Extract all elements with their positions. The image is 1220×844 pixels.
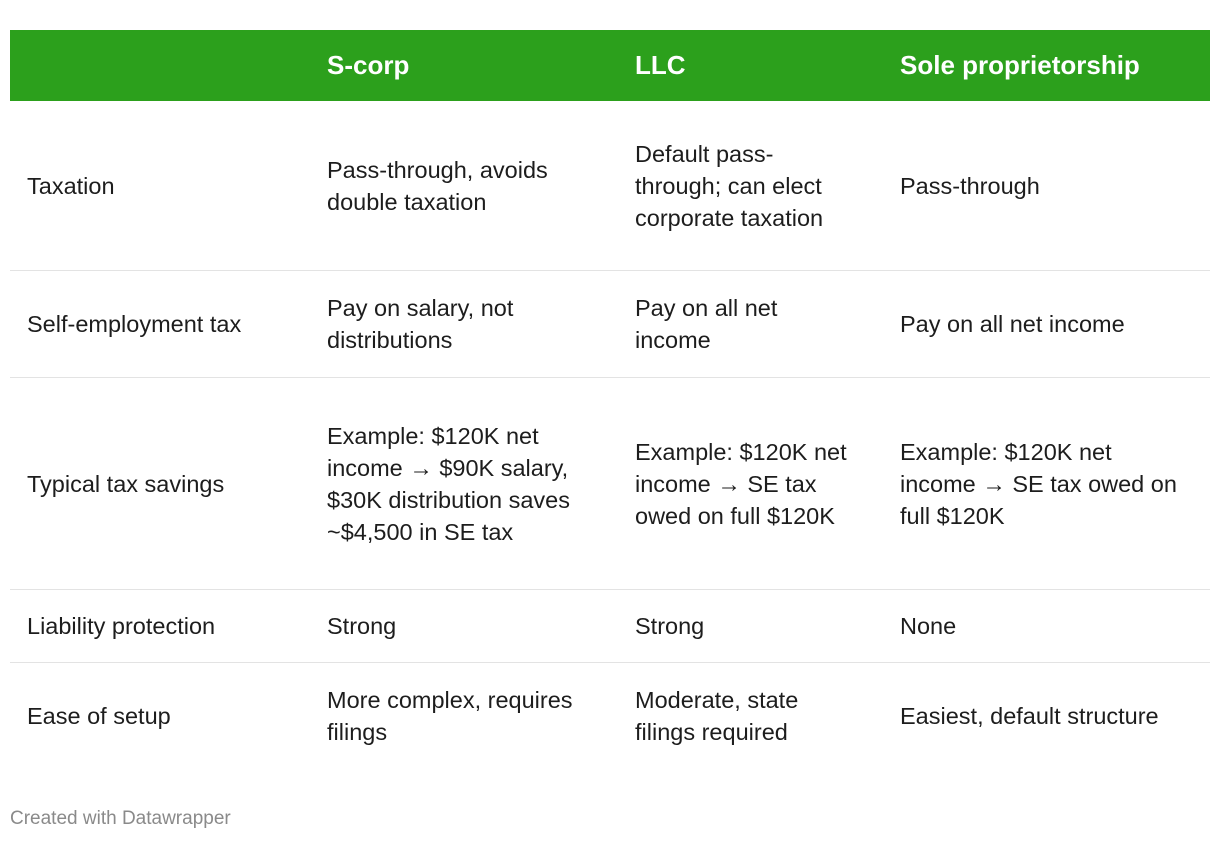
header-row: S-corp LLC Sole proprietorship bbox=[10, 30, 1210, 101]
row-label: Ease of setup bbox=[10, 662, 310, 769]
header-cell-sole-proprietorship: Sole proprietorship bbox=[883, 30, 1210, 101]
table-cell: Example: $120K net income → $90K salary,… bbox=[310, 377, 618, 590]
datawrapper-credit: Created with Datawrapper bbox=[10, 808, 231, 829]
table-cell: Pass-through, avoids double taxation bbox=[327, 156, 548, 215]
table-cell: Example: $120K net income → SE tax owed … bbox=[618, 377, 883, 590]
header-cell-llc: LLC bbox=[618, 30, 883, 101]
comparison-table: S-corp LLC Sole proprietorship Taxation P… bbox=[10, 30, 1210, 769]
table-cell: Strong bbox=[310, 589, 618, 663]
table-cell: Pay on salary, not distributions bbox=[310, 270, 618, 378]
table-cell: Pay on all net income bbox=[618, 270, 883, 378]
table-row: Typical tax savings Example: $120K net in… bbox=[10, 377, 1210, 590]
row-label: Liability protection bbox=[10, 589, 310, 663]
table-cell: Example: $120K net income → SE tax owed … bbox=[883, 377, 1210, 590]
table-row: Taxation Pass-through, avoids double taxa… bbox=[10, 101, 1210, 271]
header-cell-empty bbox=[10, 30, 310, 101]
table-cell: Default pass-through; can elect corporat… bbox=[635, 140, 824, 231]
row-label: Self-employment tax bbox=[10, 270, 310, 378]
table-cell: None bbox=[883, 589, 1210, 663]
table-cell: Moderate, state filings required bbox=[618, 662, 883, 769]
table-cell: Pass-through bbox=[900, 172, 1040, 199]
table-cell: More complex, requires filings bbox=[310, 662, 618, 769]
table-cell: Easiest, default structure bbox=[883, 662, 1210, 769]
table-row: Ease of setup More complex, requires fili… bbox=[10, 662, 1210, 769]
row-label: Typical tax savings bbox=[10, 377, 310, 590]
table-cell: Strong bbox=[618, 589, 883, 663]
table-row: Self-employment tax Pay on salary, not di… bbox=[10, 270, 1210, 378]
header-cell-s-corp: S-corp bbox=[310, 30, 618, 101]
table-cell: Pay on all net income bbox=[883, 270, 1210, 378]
row-label: Taxation bbox=[27, 172, 115, 199]
table-row: Liability protection Strong Strong None bbox=[10, 589, 1210, 663]
